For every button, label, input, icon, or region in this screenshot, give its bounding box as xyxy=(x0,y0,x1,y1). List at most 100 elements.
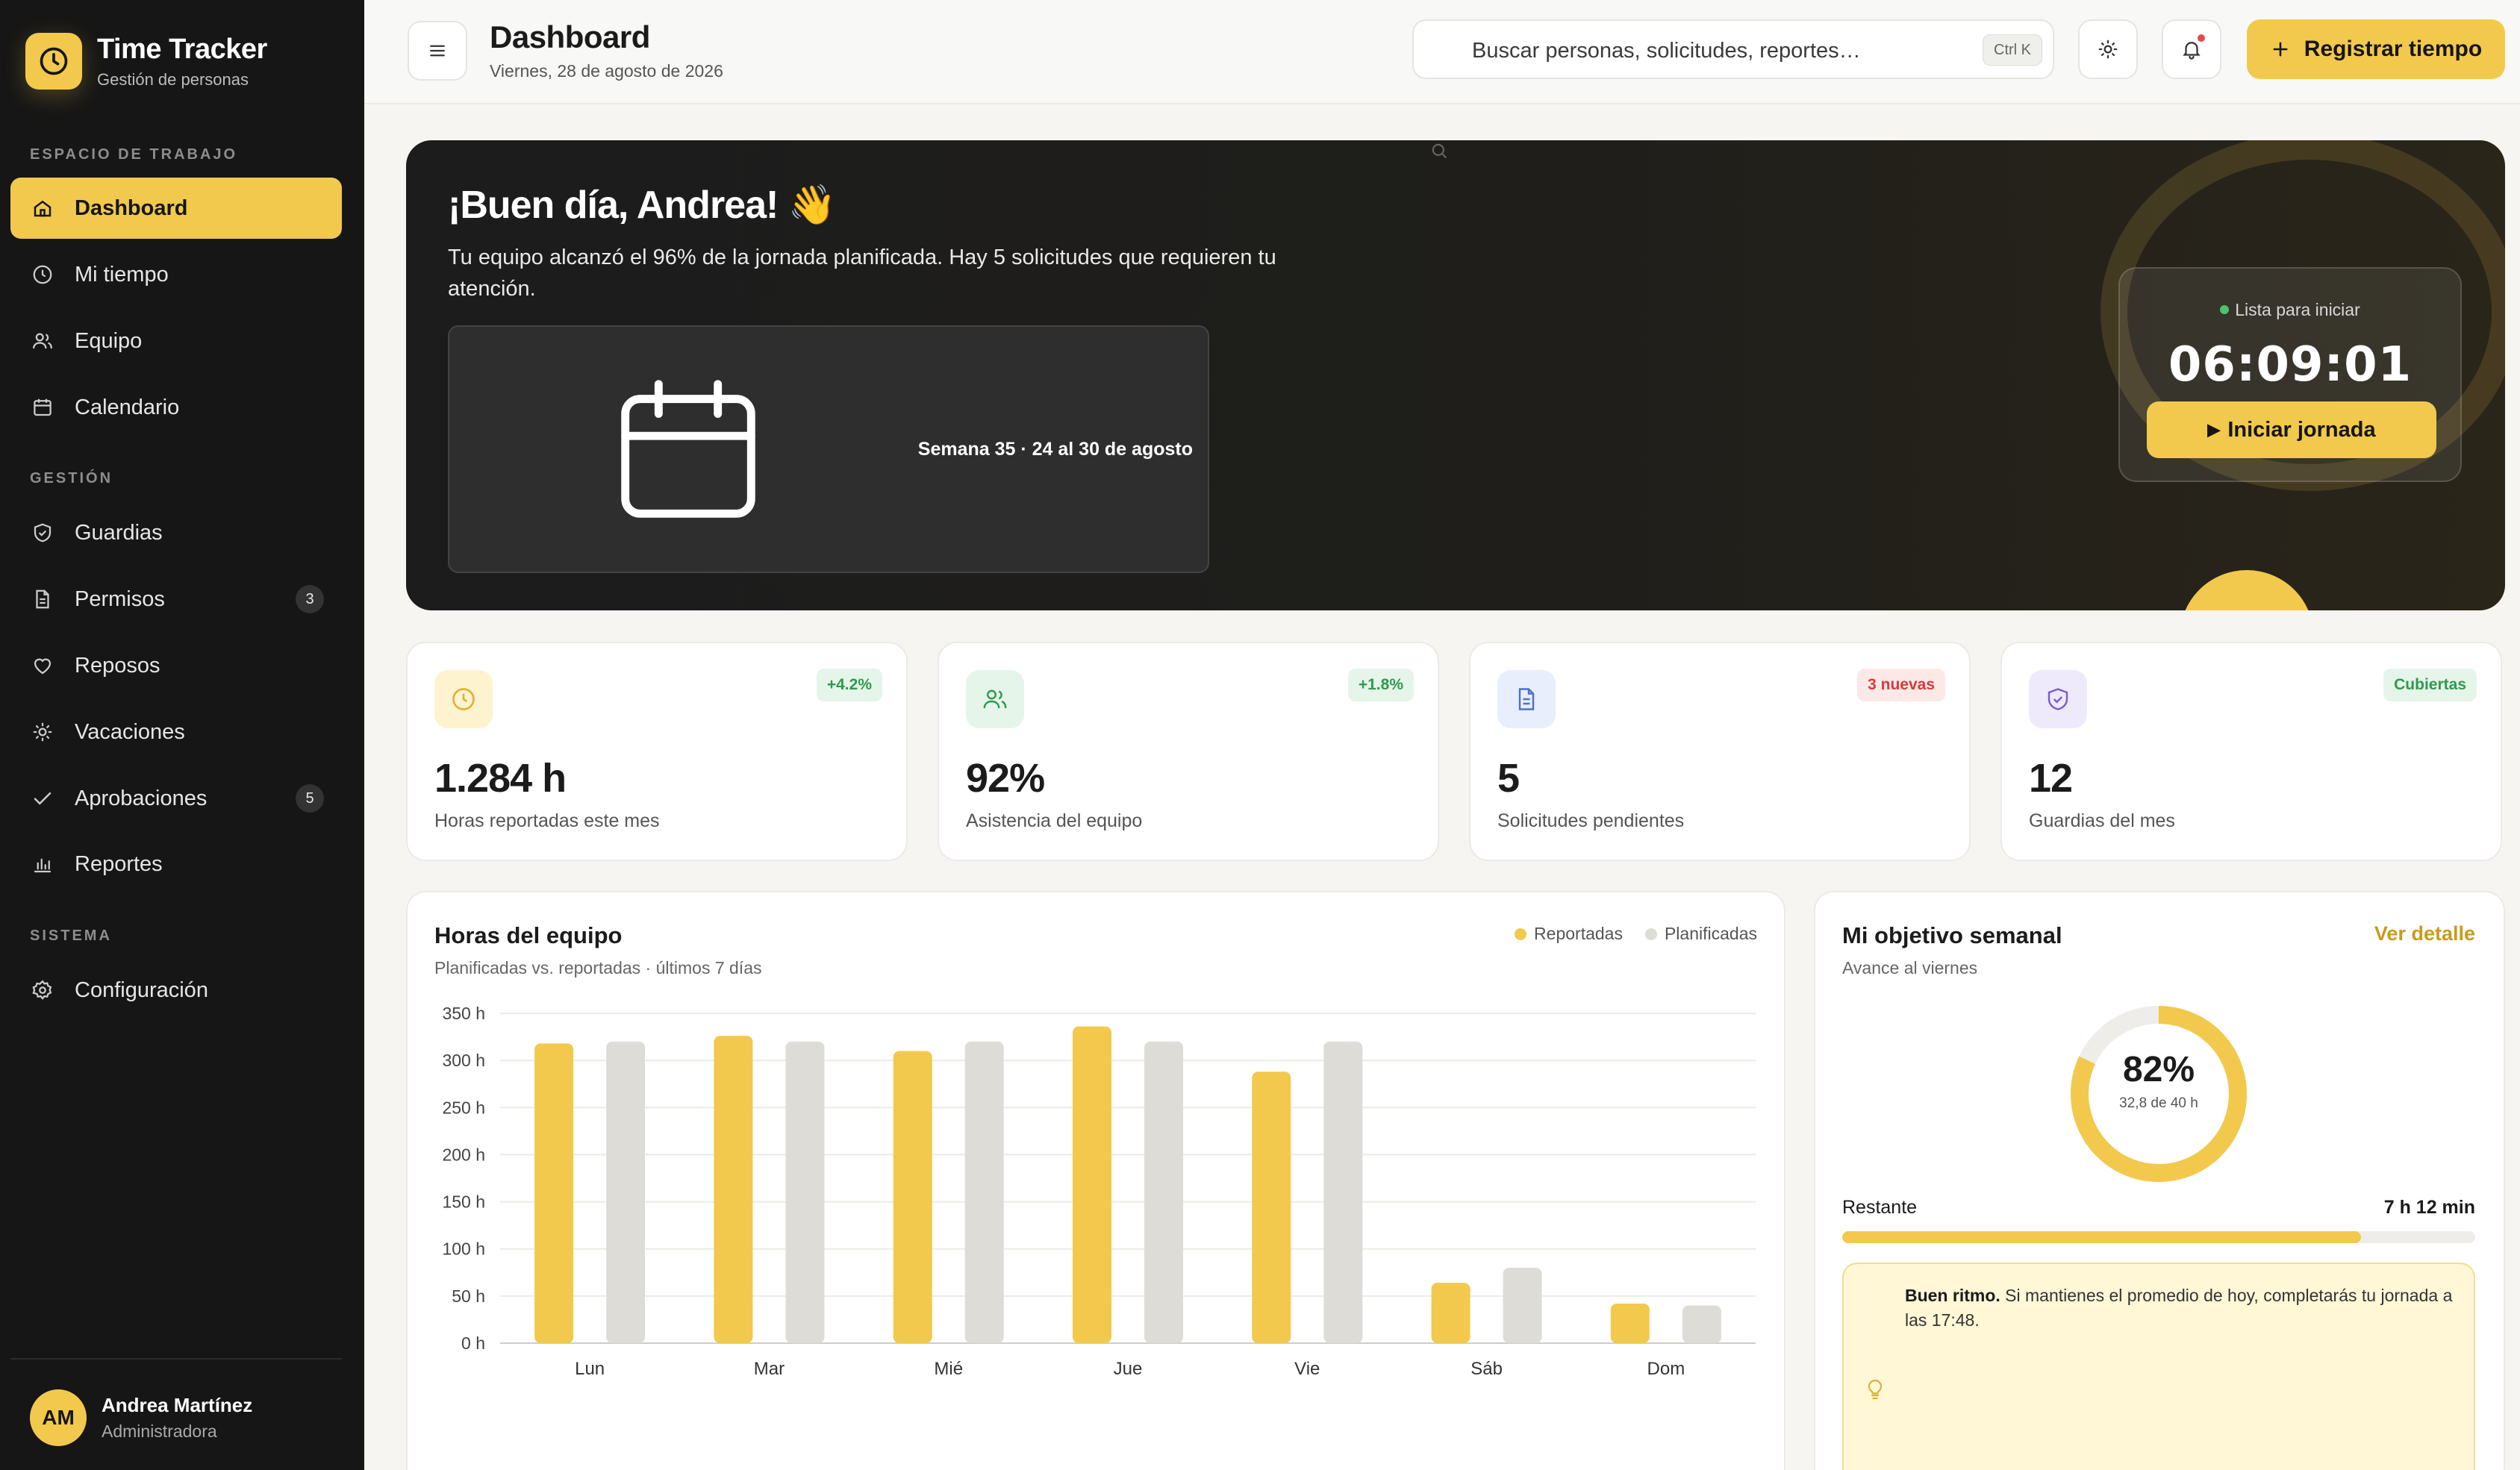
y-tick-label: 250 h xyxy=(442,1098,485,1117)
legend-planned: Planificadas xyxy=(1644,924,1757,944)
calendar-icon xyxy=(30,395,55,420)
bar-reported xyxy=(1252,1072,1291,1343)
sidebar-item-label: Vacaciones xyxy=(75,719,185,744)
status-badge: Cubiertas xyxy=(2383,669,2477,701)
bar-reported xyxy=(1610,1303,1650,1343)
register-time-label: Registrar tiempo xyxy=(2304,37,2483,61)
x-tick-label: Mar xyxy=(754,1359,785,1379)
top-header: Dashboard Viernes, 28 de agosto de 2026 … xyxy=(364,0,2520,104)
sidebar-item-reposos[interactable]: Reposos xyxy=(10,635,342,696)
bar-planned xyxy=(1323,1041,1363,1343)
search-input[interactable]: Buscar personas, solicitudes, reportes… … xyxy=(1412,19,2054,79)
home-icon xyxy=(30,196,55,221)
start-shift-button[interactable]: ▶ Iniciar jornada xyxy=(2147,401,2436,458)
users-icon xyxy=(966,670,1024,728)
timer-status: Lista para iniciar xyxy=(2120,300,2460,320)
nav-section-workspace: ESPACIO DE TRABAJO xyxy=(30,146,238,163)
sidebar-item-guardias[interactable]: Guardias xyxy=(10,502,342,563)
x-tick-label: Jue xyxy=(1114,1359,1143,1379)
team-hours-card: Horas del equipo Planificadas vs. report… xyxy=(406,891,1785,1470)
x-tick-label: Mié xyxy=(934,1359,963,1379)
stat-label: Asistencia del equipo xyxy=(966,810,1143,831)
nav-section-management: GESTIÓN xyxy=(30,470,113,487)
bar-planned xyxy=(1503,1267,1542,1343)
stat-value: 12 xyxy=(2029,756,2073,801)
sidebar-item-permisos[interactable]: Permisos 3 xyxy=(10,569,342,630)
card-subtitle: Planificadas vs. reportadas · últimos 7 … xyxy=(434,958,762,978)
shield-check-icon xyxy=(2029,670,2087,728)
timer-widget: Lista para iniciar 06:09:01 ▶ Iniciar jo… xyxy=(2118,267,2462,482)
bar-planned xyxy=(1682,1305,1721,1343)
stat-card-hours: +4.2% 1.284 h Horas reportadas este mes xyxy=(406,642,908,861)
sidebar-item-aprobaciones[interactable]: Aprobaciones 5 xyxy=(10,768,342,829)
bar-planned xyxy=(1144,1041,1183,1343)
search-icon xyxy=(1433,39,1456,65)
brand: Time Tracker Gestión de personas xyxy=(25,33,267,90)
document-icon xyxy=(1497,670,1556,728)
user-profile[interactable]: AM Andrea Martínez Administradora xyxy=(30,1389,252,1446)
weekly-goal-card: Mi objetivo semanal Avance al viernes Ve… xyxy=(1814,891,2505,1470)
sidebar-item-vacaciones[interactable]: Vacaciones xyxy=(10,701,342,763)
theme-toggle-button[interactable] xyxy=(2078,19,2138,79)
legend-reported: Reportadas xyxy=(1515,924,1623,944)
chart-legend: Reportadas Planificadas xyxy=(1515,924,1757,944)
card-title: Mi objetivo semanal xyxy=(1842,922,2062,948)
bar-reported xyxy=(534,1043,574,1343)
sidebar-item-label: Permisos xyxy=(75,587,165,611)
register-time-button[interactable]: Registrar tiempo xyxy=(2247,19,2505,79)
start-shift-label: Iniciar jornada xyxy=(2227,417,2376,442)
calendar-icon xyxy=(594,366,782,547)
tip-callout: Buen ritmo. Si mantienes el promedio de … xyxy=(1842,1263,2475,1470)
y-tick-label: 200 h xyxy=(442,1145,485,1164)
week-illustration: Semana 35 · 24 al 30 de agosto xyxy=(448,325,1209,573)
stat-label: Guardias del mes xyxy=(2029,810,2175,831)
sidebar-item-mi-tiempo[interactable]: Mi tiempo xyxy=(10,244,342,305)
bar-reported xyxy=(893,1051,932,1343)
clock-icon xyxy=(434,670,493,728)
trend-badge: +4.2% xyxy=(816,669,882,701)
goal-progress-bar xyxy=(1842,1231,2475,1243)
sidebar-item-equipo[interactable]: Equipo xyxy=(10,310,342,372)
sidebar-item-label: Calendario xyxy=(75,395,180,419)
bar-planned xyxy=(606,1041,646,1343)
document-icon xyxy=(30,587,55,612)
y-tick-label: 50 h xyxy=(452,1286,485,1306)
sun-icon xyxy=(30,719,55,745)
new-requests-badge: 3 nuevas xyxy=(1857,669,1945,701)
y-tick-label: 300 h xyxy=(442,1051,485,1070)
stat-value: 92% xyxy=(966,756,1045,801)
tip-text: Buen ritmo. Si mantienes el promedio de … xyxy=(1905,1286,2453,1330)
sidebar-item-dashboard[interactable]: Dashboard xyxy=(10,178,342,239)
lightbulb-icon xyxy=(1863,1377,1887,1405)
y-tick-label: 0 h xyxy=(461,1333,485,1353)
menu-toggle-button[interactable] xyxy=(408,21,467,81)
stat-label: Solicitudes pendientes xyxy=(1497,810,1685,831)
sidebar-item-calendario[interactable]: Calendario xyxy=(10,377,342,438)
aprobaciones-count-badge: 5 xyxy=(296,784,324,813)
search-icon xyxy=(1429,140,1450,165)
stat-value: 5 xyxy=(1497,756,1520,801)
brand-subtitle: Gestión de personas xyxy=(97,69,249,89)
bar-reported xyxy=(714,1036,753,1343)
x-tick-label: Vie xyxy=(1294,1359,1320,1379)
user-name: Andrea Martínez xyxy=(102,1394,253,1416)
stat-card-attendance: +1.8% 92% Asistencia del equipo xyxy=(938,642,1439,861)
status-dot xyxy=(2220,305,2230,314)
notifications-button[interactable] xyxy=(2162,19,2221,79)
timer-display: 06:09:01 xyxy=(2168,337,2413,392)
sidebar-item-reportes[interactable]: Reportes xyxy=(10,833,342,895)
y-tick-label: 100 h xyxy=(442,1239,485,1259)
bar-reported xyxy=(1073,1026,1111,1343)
y-tick-label: 350 h xyxy=(442,1004,485,1023)
bar-chart-icon xyxy=(30,851,55,877)
week-label: Semana 35 · 24 al 30 de agosto xyxy=(917,439,1193,460)
remaining-value: 7 h 12 min xyxy=(2383,1197,2475,1218)
decorative-circle xyxy=(2180,570,2314,610)
notification-dot xyxy=(2198,34,2205,42)
check-icon xyxy=(30,786,55,811)
goal-progress-ring xyxy=(2071,1006,2247,1182)
view-detail-link[interactable]: Ver detalle xyxy=(2374,922,2475,945)
greeting-title: ¡Buen día, Andrea! 👋 xyxy=(448,184,837,227)
users-icon xyxy=(30,328,55,354)
sidebar-item-configuracion[interactable]: Configuración xyxy=(10,960,342,1021)
